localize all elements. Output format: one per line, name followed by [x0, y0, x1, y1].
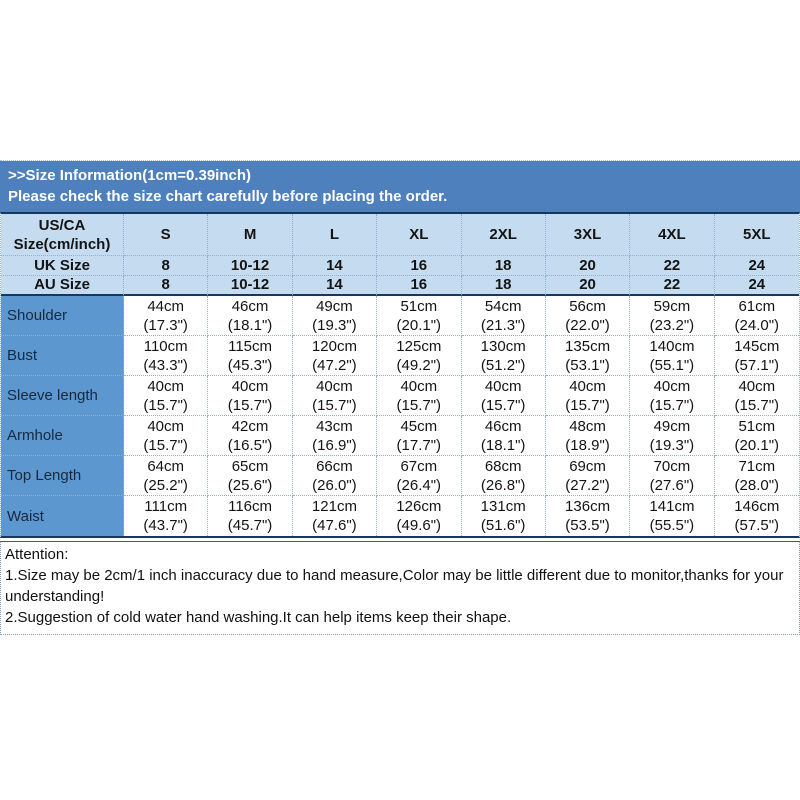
size-column-header: S — [124, 214, 209, 256]
measurement-cell: 40cm (15.7") — [292, 376, 378, 416]
au-size-value: 20 — [545, 276, 631, 296]
measurement-label: Shoulder — [1, 296, 124, 336]
uk-size-value: 18 — [461, 256, 546, 276]
size-column-header: 5XL — [714, 214, 799, 256]
measurement-cell: 70cm (27.6") — [630, 456, 715, 496]
size-table: US/CA Size(cm/inch) S M L XL 2XL 3XL 4XL 5XL UK Si… — [0, 212, 800, 538]
uk-size-value: 10-12 — [208, 256, 293, 276]
measurement-cell: 126cm (49.6") — [377, 496, 462, 536]
au-size-value: 8 — [124, 276, 209, 296]
measurement-label: Armhole — [1, 416, 124, 456]
measurement-cell: 120cm (47.2") — [292, 336, 378, 376]
au-size-label: AU Size — [1, 276, 124, 296]
measurement-cell: 69cm (27.2") — [545, 456, 631, 496]
measurement-cell: 48cm (18.9") — [545, 416, 631, 456]
measurement-cell: 40cm (15.7") — [124, 376, 209, 416]
measurement-cell: 116cm (45.7") — [208, 496, 293, 536]
measurement-cell: 43cm (16.9") — [292, 416, 378, 456]
measurement-cell: 131cm (51.6") — [461, 496, 546, 536]
measurement-cell: 51cm (20.1") — [714, 416, 799, 456]
banner-title: >>Size Information(1cm=0.39inch) — [8, 167, 251, 184]
measurement-label: Sleeve length — [1, 376, 124, 416]
measurement-cell: 40cm (15.7") — [124, 416, 209, 456]
uk-size-value: 20 — [545, 256, 631, 276]
measurement-cell: 54cm (21.3") — [461, 296, 546, 336]
measurement-cell: 40cm (15.7") — [545, 376, 631, 416]
measurement-cell: 44cm (17.3") — [124, 296, 209, 336]
measurement-cell: 125cm (49.2") — [377, 336, 462, 376]
measurement-label: Bust — [1, 336, 124, 376]
measurement-cell: 65cm (25.6") — [208, 456, 293, 496]
uk-size-value: 24 — [714, 256, 799, 276]
measurement-cell: 42cm (16.5") — [208, 416, 293, 456]
au-size-value: 22 — [630, 276, 715, 296]
measurement-cell: 140cm (55.1") — [630, 336, 715, 376]
au-size-value: 18 — [461, 276, 546, 296]
measurement-cell: 49cm (19.3") — [292, 296, 378, 336]
measurement-cell: 67cm (26.4") — [377, 456, 462, 496]
au-size-value: 24 — [714, 276, 799, 296]
measurement-cell: 130cm (51.2") — [461, 336, 546, 376]
size-column-header: XL — [377, 214, 462, 256]
measurement-cell: 68cm (26.8") — [461, 456, 546, 496]
size-column-header: 4XL — [630, 214, 715, 256]
uk-size-value: 14 — [292, 256, 378, 276]
corner-header: US/CA Size(cm/inch) — [1, 214, 124, 256]
measurement-cell: 111cm (43.7") — [124, 496, 209, 536]
attention-note: Attention: 1.Size may be 2cm/1 inch inac… — [0, 541, 800, 635]
size-column-header: L — [292, 214, 378, 256]
measurement-cell: 121cm (47.6") — [292, 496, 378, 536]
measurement-cell: 59cm (23.2") — [630, 296, 715, 336]
measurement-label: Waist — [1, 496, 124, 536]
uk-size-value: 8 — [124, 256, 209, 276]
size-column-header: 2XL — [461, 214, 546, 256]
au-size-value: 14 — [292, 276, 378, 296]
attention-line-2: 2.Suggestion of cold water hand washing.… — [5, 609, 512, 626]
measurement-cell: 66cm (26.0") — [292, 456, 378, 496]
measurement-cell: 135cm (53.1") — [545, 336, 631, 376]
measurement-cell: 141cm (55.5") — [630, 496, 715, 536]
measurement-cell: 40cm (15.7") — [630, 376, 715, 416]
measurement-cell: 64cm (25.2") — [124, 456, 209, 496]
attention-line-1: 1.Size may be 2cm/1 inch inaccuracy due … — [5, 567, 784, 605]
banner: >>Size Information(1cm=0.39inch) Please … — [0, 161, 800, 212]
measurement-cell: 40cm (15.7") — [461, 376, 546, 416]
measurement-cell: 61cm (24.0") — [714, 296, 799, 336]
au-size-value: 16 — [377, 276, 462, 296]
measurement-cell: 145cm (57.1") — [714, 336, 799, 376]
measurement-cell: 46cm (18.1") — [208, 296, 293, 336]
measurement-cell: 40cm (15.7") — [714, 376, 799, 416]
measurement-cell: 51cm (20.1") — [377, 296, 462, 336]
measurement-cell: 136cm (53.5") — [545, 496, 631, 536]
measurement-cell: 110cm (43.3") — [124, 336, 209, 376]
au-size-value: 10-12 — [208, 276, 293, 296]
measurement-label: Top Length — [1, 456, 124, 496]
measurement-cell: 49cm (19.3") — [630, 416, 715, 456]
measurement-cell: 40cm (15.7") — [208, 376, 293, 416]
measurement-cell: 71cm (28.0") — [714, 456, 799, 496]
size-column-header: M — [208, 214, 293, 256]
measurement-cell: 46cm (18.1") — [461, 416, 546, 456]
size-chart-content: >>Size Information(1cm=0.39inch) Please … — [0, 160, 800, 635]
measurement-cell: 40cm (15.7") — [377, 376, 462, 416]
uk-size-value: 22 — [630, 256, 715, 276]
measurement-cell: 56cm (22.0") — [545, 296, 631, 336]
size-column-header: 3XL — [545, 214, 631, 256]
uk-size-value: 16 — [377, 256, 462, 276]
measurement-cell: 45cm (17.7") — [377, 416, 462, 456]
banner-subtitle: Please check the size chart carefully be… — [8, 188, 448, 205]
measurement-cell: 115cm (45.3") — [208, 336, 293, 376]
measurement-cell: 146cm (57.5") — [714, 496, 799, 536]
uk-size-label: UK Size — [1, 256, 124, 276]
attention-title: Attention: — [5, 546, 69, 563]
